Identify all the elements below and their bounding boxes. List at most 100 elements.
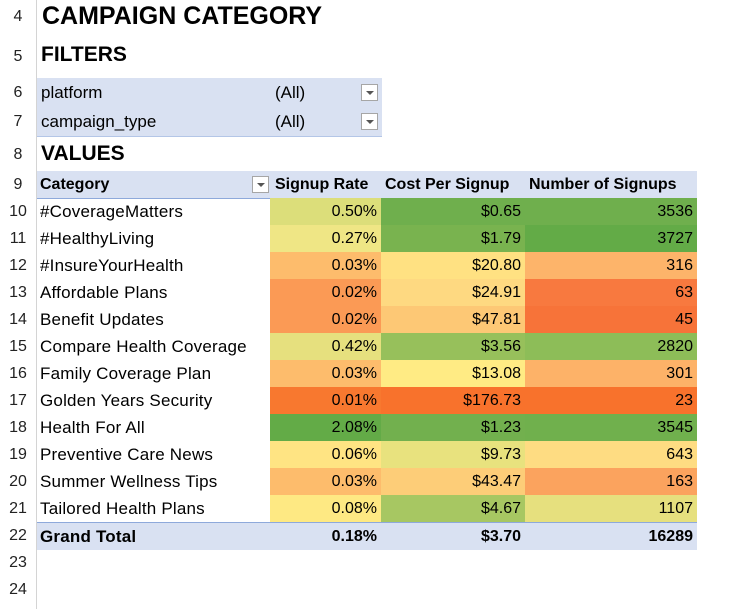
row-number[interactable]: 10 bbox=[9, 203, 27, 220]
column-header-signup-rate[interactable]: Signup Rate bbox=[275, 176, 369, 193]
signup-rate-cell[interactable]: 0.03% bbox=[270, 252, 381, 279]
signup-rate-cell[interactable]: 2.08% bbox=[270, 414, 381, 441]
grand-total-cost[interactable]: $3.70 bbox=[480, 528, 521, 545]
grand-total-signups[interactable]: 16289 bbox=[648, 528, 694, 545]
row-number[interactable]: 7 bbox=[13, 113, 23, 130]
column-header-category[interactable]: Category bbox=[40, 176, 110, 193]
signup-rate-cell[interactable]: 0.06% bbox=[270, 441, 381, 468]
dropdown-arrow-icon[interactable] bbox=[361, 84, 378, 101]
values-heading: VALUES bbox=[41, 142, 125, 165]
table-row: Golden Years Security 0.01% $176.73 23 bbox=[37, 387, 697, 414]
table-row: Health For All 2.08% $1.23 3545 bbox=[37, 414, 697, 441]
row-number[interactable]: 16 bbox=[9, 365, 27, 382]
number-of-signups-cell[interactable]: 643 bbox=[525, 441, 697, 468]
filter-row-platform: platform (All) bbox=[37, 78, 382, 108]
signup-rate-cell[interactable]: 0.02% bbox=[270, 279, 381, 306]
table-row: #InsureYourHealth 0.03% $20.80 316 bbox=[37, 252, 697, 279]
number-of-signups-cell[interactable]: 63 bbox=[525, 279, 697, 306]
filter-label: platform bbox=[41, 83, 103, 102]
category-cell[interactable]: Benefit Updates bbox=[40, 310, 164, 329]
signup-rate-cell[interactable]: 0.50% bbox=[270, 198, 381, 225]
signup-rate-cell[interactable]: 0.03% bbox=[270, 360, 381, 387]
table-row: Family Coverage Plan 0.03% $13.08 301 bbox=[37, 360, 697, 387]
signup-rate-cell[interactable]: 0.08% bbox=[270, 495, 381, 522]
row-number[interactable]: 8 bbox=[13, 146, 23, 163]
number-of-signups-cell[interactable]: 23 bbox=[525, 387, 697, 414]
pivot-header-row: Category Signup Rate Cost Per Signup Num… bbox=[37, 171, 697, 199]
category-cell[interactable]: #CoverageMatters bbox=[40, 202, 184, 221]
category-cell[interactable]: Compare Health Coverage bbox=[40, 337, 247, 356]
table-row: Compare Health Coverage 0.42% $3.56 2820 bbox=[37, 333, 697, 360]
row-number[interactable]: 6 bbox=[13, 84, 23, 101]
table-row: Preventive Care News 0.06% $9.73 643 bbox=[37, 441, 697, 468]
number-of-signups-cell[interactable]: 163 bbox=[525, 468, 697, 495]
number-of-signups-cell[interactable]: 45 bbox=[525, 306, 697, 333]
row-number[interactable]: 14 bbox=[9, 311, 27, 328]
table-row: Affordable Plans 0.02% $24.91 63 bbox=[37, 279, 697, 306]
table-row: Summer Wellness Tips 0.03% $43.47 163 bbox=[37, 468, 697, 495]
cost-per-signup-cell[interactable]: $4.67 bbox=[381, 495, 525, 522]
category-cell[interactable]: Tailored Health Plans bbox=[40, 499, 205, 518]
filter-label: campaign_type bbox=[41, 112, 157, 131]
number-of-signups-cell[interactable]: 301 bbox=[525, 360, 697, 387]
cost-per-signup-cell[interactable]: $43.47 bbox=[381, 468, 525, 495]
signup-rate-cell[interactable]: 0.02% bbox=[270, 306, 381, 333]
dropdown-arrow-icon[interactable] bbox=[361, 113, 378, 130]
row-number[interactable]: 15 bbox=[9, 338, 27, 355]
row-number[interactable]: 23 bbox=[9, 554, 27, 571]
category-cell[interactable]: Family Coverage Plan bbox=[40, 364, 212, 383]
row-number[interactable]: 11 bbox=[9, 230, 27, 247]
signup-rate-cell[interactable]: 0.42% bbox=[270, 333, 381, 360]
category-cell[interactable]: Affordable Plans bbox=[40, 283, 168, 302]
category-cell[interactable]: Preventive Care News bbox=[40, 445, 214, 464]
category-cell[interactable]: Golden Years Security bbox=[40, 391, 213, 410]
row-number[interactable]: 5 bbox=[13, 48, 23, 65]
row-number[interactable]: 9 bbox=[13, 176, 23, 193]
row-number[interactable]: 19 bbox=[9, 446, 27, 463]
cost-per-signup-cell[interactable]: $24.91 bbox=[381, 279, 525, 306]
row-number[interactable]: 21 bbox=[9, 500, 27, 517]
category-cell[interactable]: Health For All bbox=[40, 418, 145, 437]
filter-value: (All) bbox=[275, 83, 306, 102]
signup-rate-cell[interactable]: 0.03% bbox=[270, 468, 381, 495]
number-of-signups-cell[interactable]: 2820 bbox=[525, 333, 697, 360]
cost-per-signup-cell[interactable]: $1.79 bbox=[381, 225, 525, 252]
grand-total-label: Grand Total bbox=[40, 527, 137, 546]
signup-rate-cell[interactable]: 0.27% bbox=[270, 225, 381, 252]
category-cell[interactable]: #HealthyLiving bbox=[40, 229, 155, 248]
row-number[interactable]: 24 bbox=[9, 581, 27, 598]
row-number[interactable]: 4 bbox=[13, 8, 23, 25]
number-of-signups-cell[interactable]: 3727 bbox=[525, 225, 697, 252]
number-of-signups-cell[interactable]: 3536 bbox=[525, 198, 697, 225]
category-cell[interactable]: #InsureYourHealth bbox=[40, 256, 184, 275]
row-number[interactable]: 18 bbox=[9, 419, 27, 436]
cost-per-signup-cell[interactable]: $176.73 bbox=[381, 387, 525, 414]
number-of-signups-cell[interactable]: 1107 bbox=[525, 495, 697, 522]
grand-total-rate[interactable]: 0.18% bbox=[331, 528, 377, 545]
cost-per-signup-cell[interactable]: $0.65 bbox=[381, 198, 525, 225]
row-number[interactable]: 17 bbox=[9, 392, 27, 409]
cost-per-signup-cell[interactable]: $47.81 bbox=[381, 306, 525, 333]
table-row: #CoverageMatters 0.50% $0.65 3536 bbox=[37, 198, 697, 225]
column-header-cost-per-signup[interactable]: Cost Per Signup bbox=[385, 176, 510, 193]
signup-rate-cell[interactable]: 0.01% bbox=[270, 387, 381, 414]
filters-heading: FILTERS bbox=[41, 43, 127, 66]
grand-total-row: Grand Total 0.18% $3.70 16289 bbox=[37, 522, 697, 550]
filter-value: (All) bbox=[275, 112, 306, 131]
cost-per-signup-cell[interactable]: $9.73 bbox=[381, 441, 525, 468]
table-row: Tailored Health Plans 0.08% $4.67 1107 bbox=[37, 495, 697, 522]
row-number[interactable]: 12 bbox=[9, 257, 27, 274]
number-of-signups-cell[interactable]: 3545 bbox=[525, 414, 697, 441]
column-header-number-of-signups[interactable]: Number of Signups bbox=[529, 176, 677, 193]
category-cell[interactable]: Summer Wellness Tips bbox=[40, 472, 218, 491]
cost-per-signup-cell[interactable]: $1.23 bbox=[381, 414, 525, 441]
row-number[interactable]: 20 bbox=[9, 473, 27, 490]
filter-row-campaign-type: campaign_type (All) bbox=[37, 107, 382, 137]
row-number[interactable]: 22 bbox=[9, 527, 27, 544]
cost-per-signup-cell[interactable]: $20.80 bbox=[381, 252, 525, 279]
cost-per-signup-cell[interactable]: $13.08 bbox=[381, 360, 525, 387]
cost-per-signup-cell[interactable]: $3.56 bbox=[381, 333, 525, 360]
number-of-signups-cell[interactable]: 316 bbox=[525, 252, 697, 279]
row-number[interactable]: 13 bbox=[9, 284, 27, 301]
filter-dropdown-icon[interactable] bbox=[252, 176, 269, 193]
